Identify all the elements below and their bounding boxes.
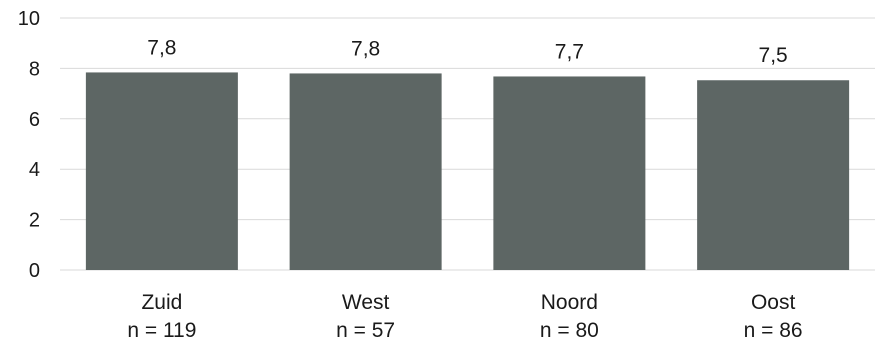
data-label: 7,7	[555, 40, 584, 63]
x-sample-size-label: n = 57	[336, 319, 395, 342]
data-label: 7,5	[759, 44, 788, 67]
y-tick-label: 6	[29, 109, 40, 131]
x-sample-size-label: n = 119	[127, 319, 196, 342]
bars	[85, 72, 850, 271]
bar-west	[289, 73, 442, 270]
bar-noord	[493, 76, 646, 271]
data-label: 7,8	[147, 36, 176, 59]
y-tick-label: 8	[29, 58, 40, 80]
y-axis: 0 2 4 6 8 10	[18, 8, 40, 282]
x-sample-size-label: n = 86	[744, 319, 803, 342]
data-labels: 7,8 7,8 7,7 7,5	[147, 36, 787, 67]
x-category-label: Oost	[751, 291, 796, 314]
y-tick-label: 10	[18, 8, 40, 30]
x-sample-size-label: n = 80	[540, 319, 599, 342]
x-category-label: Noord	[541, 291, 598, 314]
bar-oost	[697, 80, 850, 270]
y-tick-label: 4	[29, 159, 40, 181]
x-axis: Zuid n = 119 West n = 57 Noord n = 80 Oost n = …	[127, 291, 802, 342]
x-category-label: West	[342, 291, 390, 314]
bar-zuid	[85, 72, 238, 270]
x-category-label: Zuid	[141, 291, 182, 314]
y-tick-label: 0	[29, 260, 40, 282]
y-tick-label: 2	[29, 210, 40, 232]
data-label: 7,8	[351, 37, 380, 60]
